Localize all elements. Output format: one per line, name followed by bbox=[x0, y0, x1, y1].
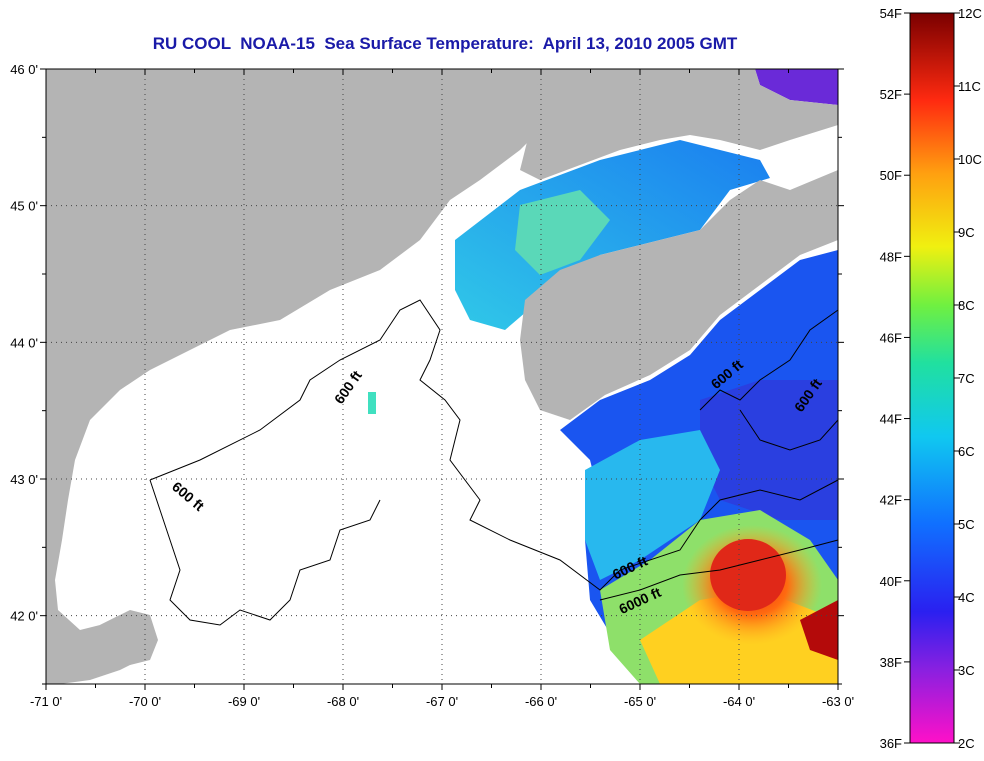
colorbar-fahrenheit-label: 44F bbox=[880, 412, 902, 427]
colorbar-fahrenheit-label: 46F bbox=[880, 330, 902, 345]
lon-tick-label: -67 0' bbox=[426, 694, 458, 709]
colorbar-fahrenheit-label: 54F bbox=[880, 6, 902, 21]
contour-6000ft bbox=[599, 539, 839, 601]
lat-tick-label: 45 0' bbox=[10, 199, 38, 214]
lon-tick-label: -65 0' bbox=[624, 694, 656, 709]
colorbar-celsius-label: 6C bbox=[958, 444, 975, 459]
sst-data-layer bbox=[368, 69, 838, 684]
graticule bbox=[46, 69, 838, 684]
lon-tick-label: -71 0' bbox=[30, 694, 62, 709]
contour-600ft-west bbox=[149, 479, 381, 626]
colorbar-celsius-label: 7C bbox=[958, 371, 975, 386]
colorbar-celsius-label: 9C bbox=[958, 225, 975, 240]
lon-tick-label: -66 0' bbox=[525, 694, 557, 709]
colorbar-fahrenheit-label: 50F bbox=[880, 168, 902, 183]
lat-tick-label: 46 0' bbox=[10, 62, 38, 77]
colorbar-fahrenheit-label: 40F bbox=[880, 574, 902, 589]
colorbar-scale bbox=[909, 12, 955, 744]
lon-tick-label: -63 0' bbox=[822, 694, 854, 709]
colorbar-fahrenheit-label: 36F bbox=[880, 736, 902, 751]
lat-tick-label: 42 0' bbox=[10, 609, 38, 624]
contour-600ft-east2 bbox=[739, 409, 839, 451]
contour-600ft-inner bbox=[149, 299, 839, 591]
colorbar-fahrenheit-label: 42F bbox=[880, 493, 902, 508]
colorbar-celsius-label: 11C bbox=[958, 79, 981, 94]
colorbar-celsius-label: 8C bbox=[958, 298, 975, 313]
lat-tick-label: 43 0' bbox=[10, 472, 38, 487]
lon-tick-label: -70 0' bbox=[129, 694, 161, 709]
contour-600ft-east bbox=[699, 309, 839, 411]
colorbar-celsius-label: 2C bbox=[958, 736, 975, 751]
map-title: RU COOL NOAA-15 Sea Surface Temperature:… bbox=[152, 34, 738, 53]
colorbar-celsius-label: 4C bbox=[958, 590, 975, 605]
colorbar-celsius-label: 12C bbox=[958, 6, 982, 21]
map-axes: -71 0' -70 0' -69 0' -68 0' -67 0' -66 0' -65 … bbox=[10, 62, 854, 709]
colorbar-fahrenheit-label: 48F bbox=[880, 249, 902, 264]
lat-tick-label: 44 0' bbox=[10, 335, 38, 350]
lon-tick-label: -64 0' bbox=[723, 694, 755, 709]
colorbar-celsius-label: 3C bbox=[958, 663, 975, 678]
colorbar-celsius-label: 5C bbox=[958, 517, 975, 532]
depth-contours bbox=[149, 299, 839, 626]
colorbar-celsius-label: 10C bbox=[958, 152, 982, 167]
lon-tick-label: -68 0' bbox=[327, 694, 359, 709]
land-layer bbox=[46, 69, 838, 684]
colorbar-ticks: 54F 52F 50F 48F 46F 44F 42F 40F 38F 36F 12C 11C 10C 9… bbox=[880, 6, 982, 751]
colorbar-fahrenheit-label: 52F bbox=[880, 87, 902, 102]
lon-tick-label: -69 0' bbox=[228, 694, 260, 709]
colorbar-fahrenheit-label: 38F bbox=[880, 655, 902, 670]
